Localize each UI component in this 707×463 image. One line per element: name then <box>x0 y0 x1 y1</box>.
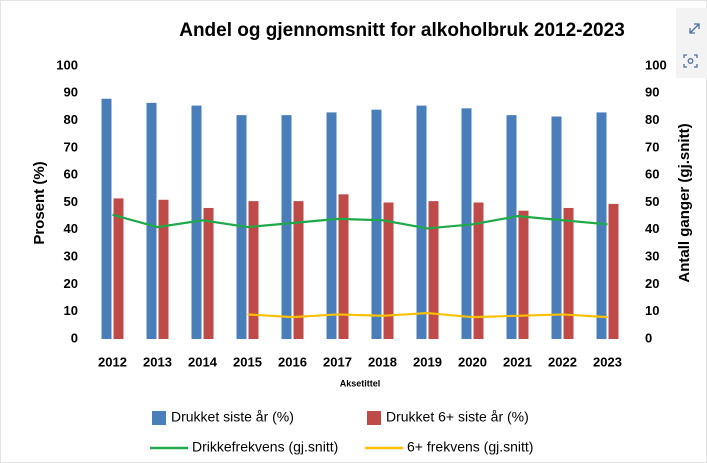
y-axis-label: Prosent (%) <box>31 161 48 244</box>
legend-swatch <box>152 411 166 425</box>
bar <box>146 102 157 339</box>
legend-label: Drikkefrekvens (gj.snitt) <box>192 439 338 455</box>
y2-tick-label: 40 <box>645 221 659 236</box>
bar <box>428 201 439 339</box>
x-tick-label: 2021 <box>503 354 532 369</box>
expand-icon[interactable] <box>689 23 700 34</box>
x-tick-label: 2013 <box>143 354 172 369</box>
bar <box>293 201 304 339</box>
y2-tick-label: 60 <box>645 167 659 182</box>
x-tick-label: 2023 <box>593 354 622 369</box>
bar <box>383 202 394 339</box>
y-tick-label: 40 <box>64 221 78 236</box>
y2-tick-label: 20 <box>645 276 659 291</box>
legend-label: Drukket siste år (%) <box>171 409 294 425</box>
y2-tick-label: 50 <box>645 194 659 209</box>
legend-label: 6+ frekvens (gj.snitt) <box>407 439 533 455</box>
y2-tick-label: 100 <box>645 57 667 72</box>
bar <box>596 112 607 339</box>
x-tick-label: 2014 <box>188 354 218 369</box>
y-tick-label: 20 <box>64 276 78 291</box>
x-tick-label: 2017 <box>323 354 352 369</box>
y2-tick-label: 0 <box>645 330 652 345</box>
y-tick-label: 60 <box>64 167 78 182</box>
bar <box>113 198 124 339</box>
x-tick-label: 2022 <box>548 354 577 369</box>
x-tick-label: 2019 <box>413 354 442 369</box>
y2-tick-label: 10 <box>645 303 659 318</box>
bar <box>608 203 619 339</box>
y-tick-label: 10 <box>64 303 78 318</box>
bar <box>518 210 529 339</box>
bar <box>506 115 517 339</box>
bar <box>158 199 169 339</box>
bar <box>371 109 382 340</box>
x-tick-label: 2018 <box>368 354 397 369</box>
line <box>112 213 608 230</box>
y2-tick-label: 30 <box>645 249 659 264</box>
legend-label: Drukket 6+ siste år (%) <box>386 409 529 425</box>
scan-icon[interactable] <box>683 54 698 68</box>
y-tick-label: 80 <box>64 112 78 127</box>
bar <box>416 105 427 340</box>
x-tick-label: 2020 <box>458 354 487 369</box>
y-tick-label: 70 <box>64 139 78 154</box>
y2-tick-label: 80 <box>645 112 659 127</box>
y2-tick-label: 90 <box>645 85 659 100</box>
bar <box>473 202 484 339</box>
bar <box>203 207 214 339</box>
y2-axis-label: Antall ganger (gj.snitt) <box>676 123 693 282</box>
y-tick-label: 50 <box>64 194 78 209</box>
x-tick-label: 2016 <box>278 354 307 369</box>
bar <box>563 207 574 339</box>
y-tick-label: 100 <box>56 57 78 72</box>
x-tick-label: 2015 <box>233 354 262 369</box>
bar <box>101 98 112 339</box>
bar <box>191 105 202 340</box>
x-tick-label: 2012 <box>98 354 127 369</box>
bar <box>551 116 562 339</box>
bar <box>326 112 337 339</box>
legend-swatch <box>367 411 381 425</box>
y-tick-label: 0 <box>71 330 78 345</box>
bar <box>281 115 292 339</box>
bar <box>338 194 349 339</box>
y-tick-label: 30 <box>64 249 78 264</box>
chart-title: Andel og gjennomsnitt for alkoholbruk 20… <box>179 20 625 41</box>
toolbar <box>676 8 707 78</box>
y2-tick-label: 70 <box>645 139 659 154</box>
bar <box>248 201 259 339</box>
line <box>247 311 608 319</box>
x-axis-label: Aksetittel <box>340 378 381 388</box>
y-tick-label: 90 <box>64 85 78 100</box>
bar <box>461 108 472 339</box>
